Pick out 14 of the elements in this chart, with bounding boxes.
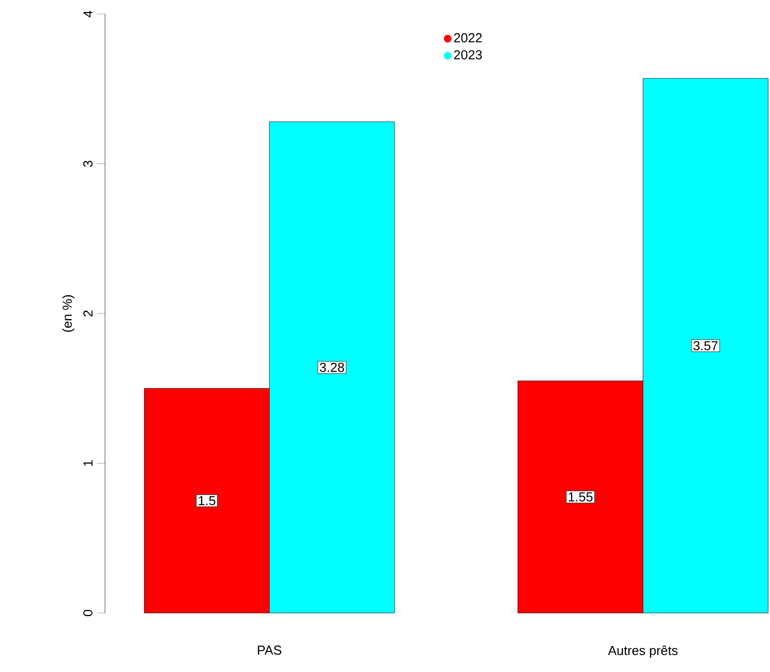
y-tick-label: 1 (84, 460, 92, 466)
legend-label: 2023 (454, 50, 482, 60)
x-tick-label: PAS (258, 646, 282, 655)
y-tick-label: 4 (84, 10, 92, 18)
data-label: 3.57 (693, 341, 718, 350)
x-tick-label: Autres prêts (608, 646, 678, 658)
y-tick-label: 2 (83, 310, 92, 316)
data-label: 1.55 (568, 492, 593, 502)
data-label: 1.5 (198, 496, 216, 506)
legend-label: 2022 (454, 33, 482, 42)
y-tick-label: 3 (83, 160, 92, 167)
y-axis-title: (en %) (62, 295, 74, 332)
y-tick-label: 0 (83, 610, 92, 616)
data-label: 3.28 (320, 362, 344, 372)
